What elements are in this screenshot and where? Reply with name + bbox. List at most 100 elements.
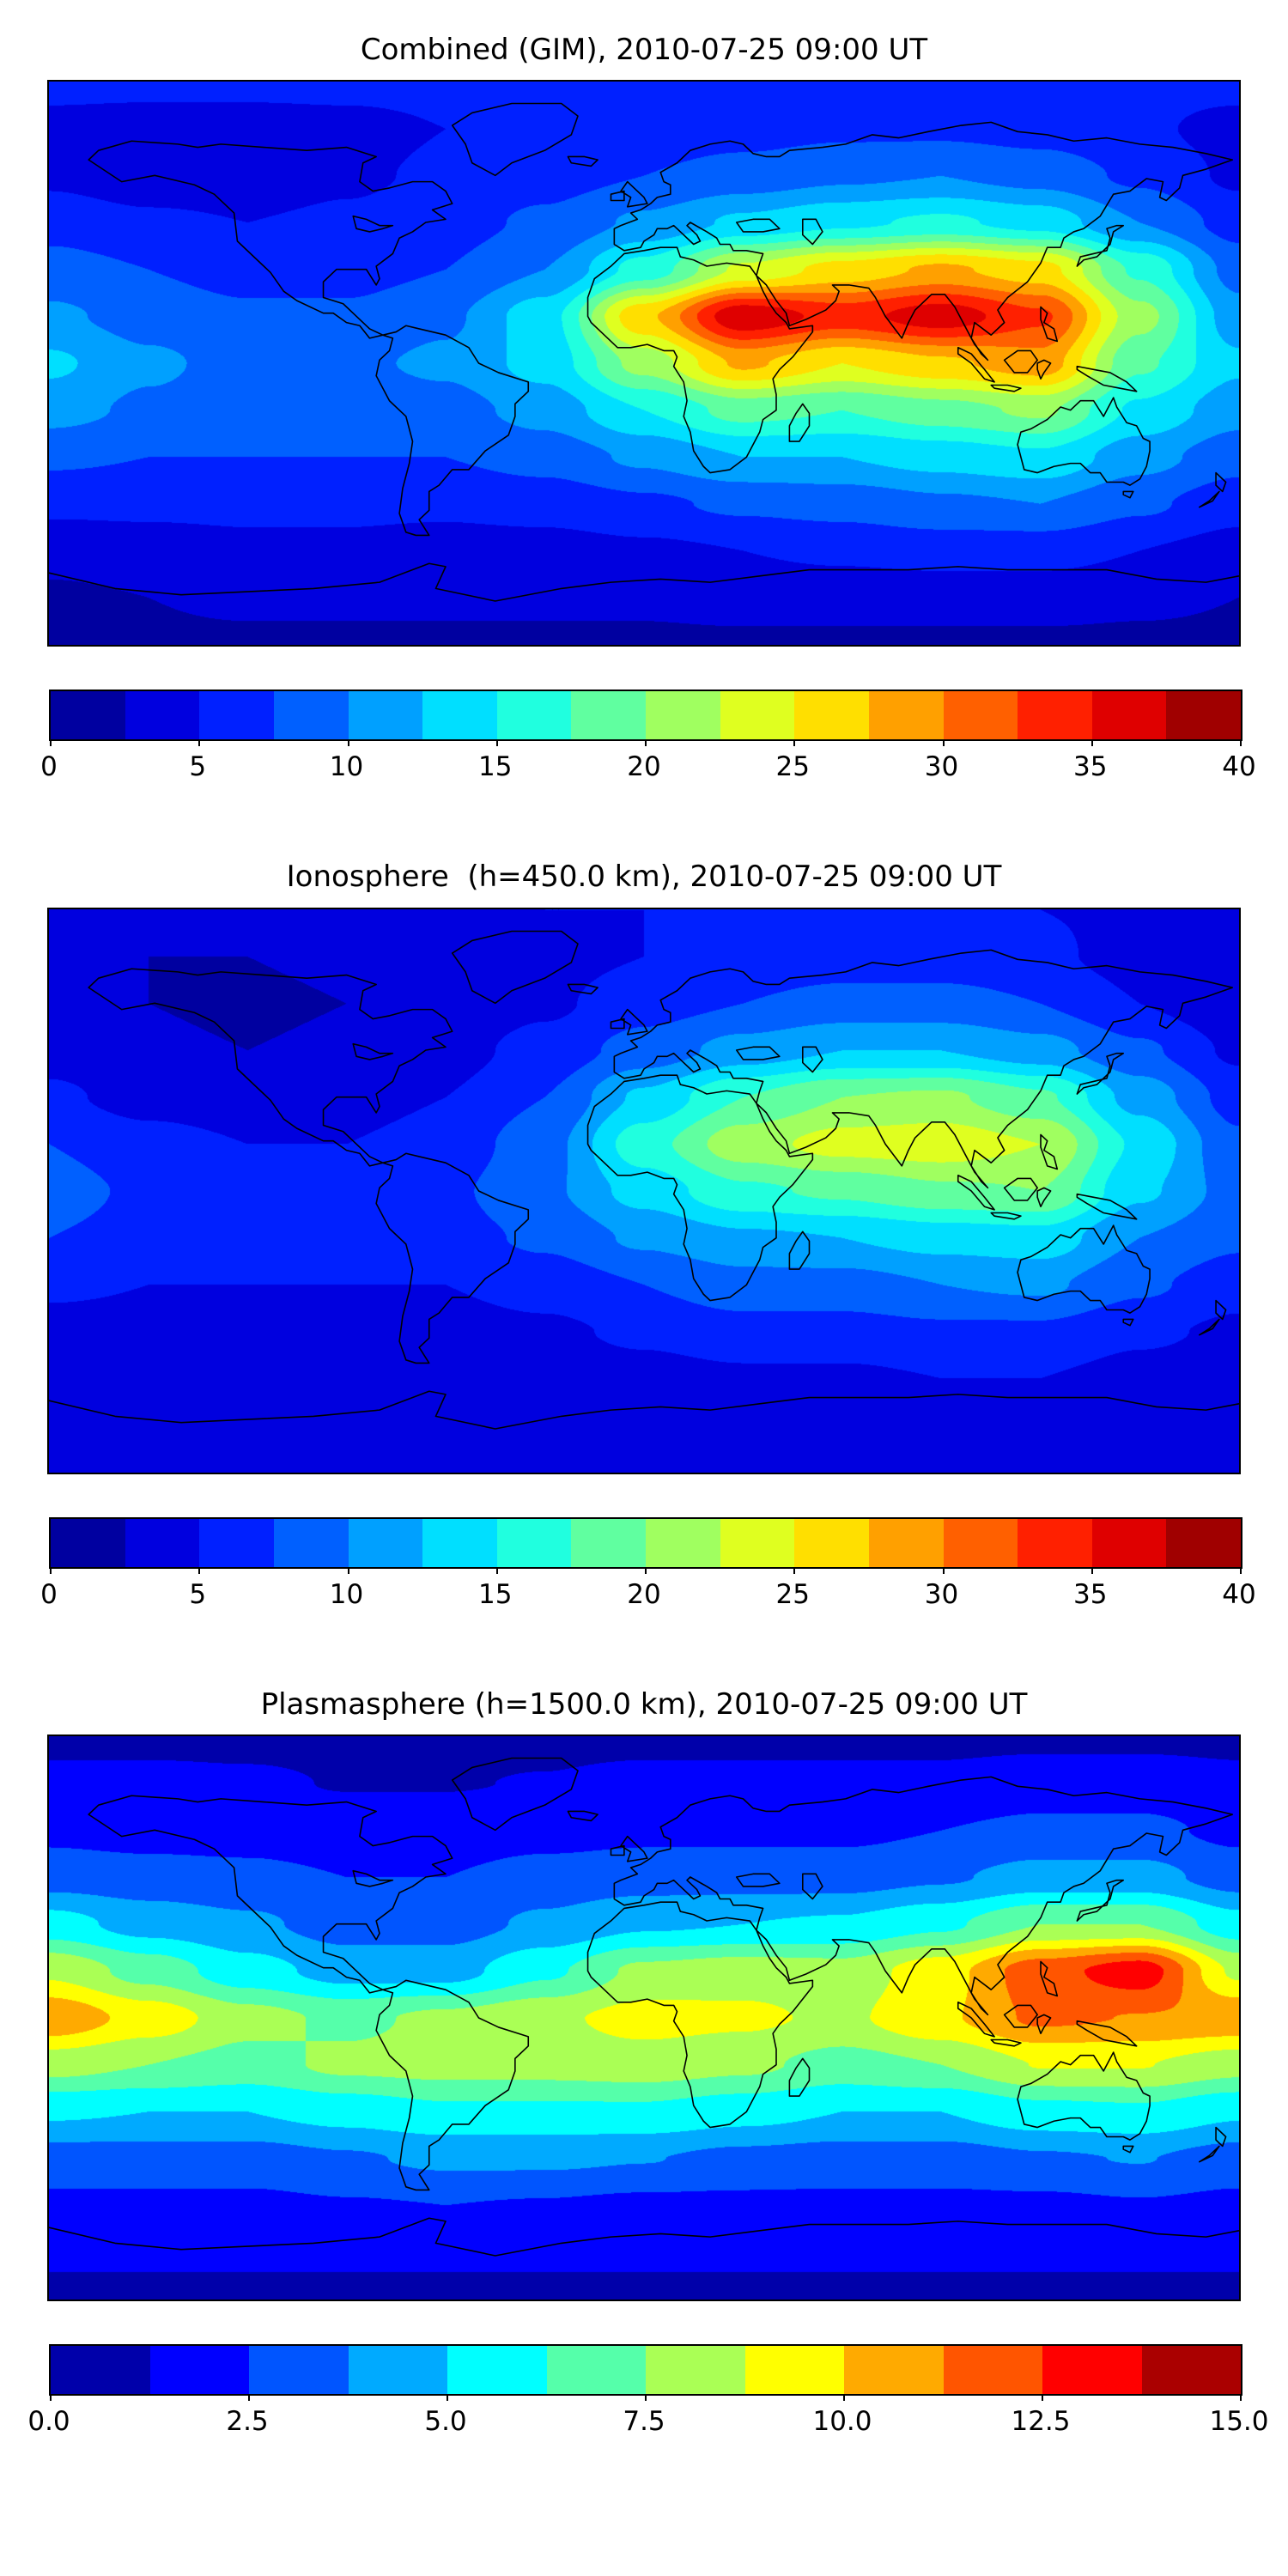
colorbar-ionosphere: 0 5 10 15 20 25 30 35 40 (40, 1516, 1256, 1612)
colorbar-swatch (1091, 691, 1167, 740)
colorbar-tick-label: 10 (329, 751, 364, 783)
colorbar-swatch (348, 2346, 447, 2395)
colorbar-tick-label: 0 (40, 751, 58, 783)
colorbar-swatch (125, 691, 200, 740)
colorbar-tick-mark (645, 2394, 647, 2402)
map-plasmasphere (47, 1735, 1241, 2302)
colorbar-swatch (646, 1518, 720, 1567)
colorbar-swatch (943, 691, 1018, 740)
colorbar-swatch (348, 1518, 423, 1567)
colorbar-swatch (422, 691, 497, 740)
colorbar-swatch (249, 2346, 349, 2395)
colorbar-tick-mark (198, 739, 201, 747)
colorbar-tick-mark (942, 739, 945, 747)
coastlines-overlay (49, 1736, 1239, 2300)
colorbar-tick-label: 15 (478, 751, 513, 783)
panel-plasmasphere: Plasmasphere (h=1500.0 km), 2010-07-25 0… (27, 1686, 1269, 2439)
colorbar-tick-label: 30 (924, 751, 959, 783)
colorbar-swatch (51, 1518, 125, 1567)
colorbar-tick-label: 12.5 (1011, 2406, 1071, 2438)
colorbar-tick-labels: 0 5 10 15 20 25 30 35 40 (40, 741, 1256, 784)
colorbar-swatch (794, 691, 869, 740)
colorbar-swatches (49, 690, 1242, 747)
colorbar-swatch (51, 2346, 150, 2395)
colorbar-swatch (720, 691, 795, 740)
map-combined (47, 80, 1241, 647)
colorbar-swatch (720, 1518, 795, 1567)
colorbar-swatches (49, 1516, 1242, 1574)
colorbar-tick-mark (447, 2394, 448, 2402)
colorbar-tick-label: 10 (329, 1578, 364, 1610)
colorbar-swatch (149, 2346, 249, 2395)
panel-title: Ionosphere (h=450.0 km), 2010-07-25 09:0… (286, 860, 1002, 895)
colorbar-tick-label: 7.5 (623, 2406, 665, 2438)
colorbar-tick-label: 40 (1222, 1578, 1256, 1610)
colorbar-tick-mark (248, 2394, 250, 2402)
colorbar-swatch (1091, 1518, 1167, 1567)
colorbar-tick-label: 15.0 (1209, 2406, 1269, 2438)
panel-title: Combined (GIM), 2010-07-25 09:00 UT (360, 33, 928, 67)
colorbar-swatch (1018, 1518, 1092, 1567)
colorbar-tick-mark (1240, 2394, 1242, 2402)
colorbar-tick-mark (198, 1566, 201, 1574)
colorbar-tick-label: 20 (627, 1578, 661, 1610)
colorbar-swatch (273, 1518, 349, 1567)
figure: Combined (GIM), 2010-07-25 09:00 UT 0 5 10… (27, 33, 1269, 2439)
coastlines-overlay (49, 909, 1239, 1473)
panel-combined-gim: Combined (GIM), 2010-07-25 09:00 UT 0 5 10… (40, 33, 1256, 784)
colorbar-swatch (273, 691, 349, 740)
colorbar-tick-mark (50, 2394, 52, 2402)
colorbar-swatch (1018, 691, 1092, 740)
colorbar-tick-label: 10.0 (812, 2406, 872, 2438)
heatmap-canvas (49, 82, 1239, 646)
colorbar-swatch (1042, 2346, 1142, 2395)
colorbar-tick-label: 0 (40, 1578, 58, 1610)
colorbar-tick-label: 2.5 (226, 2406, 269, 2438)
colorbar-tick-mark (1240, 739, 1242, 747)
colorbar-tick-mark (942, 1566, 945, 1574)
colorbar-tick-label: 40 (1222, 751, 1256, 783)
colorbar-combined: 0 5 10 15 20 25 30 35 40 (40, 690, 1256, 784)
colorbar-tick-label: 15 (478, 1578, 513, 1610)
colorbar-swatch (496, 691, 572, 740)
colorbar-swatch (868, 1518, 944, 1567)
colorbar-tick-mark (1042, 2394, 1043, 2402)
coastline-path (49, 104, 1239, 601)
colorbar-swatch (1166, 691, 1241, 740)
colorbar-tick-mark (793, 1566, 796, 1574)
colorbar-tick-label: 5 (189, 751, 207, 783)
colorbar-plasmasphere: 0.0 2.5 5.0 7.5 10.0 12.5 15.0 (27, 2344, 1269, 2439)
colorbar-tick-labels: 0.0 2.5 5.0 7.5 10.0 12.5 15.0 (27, 2396, 1268, 2439)
colorbar-swatch (496, 1518, 572, 1567)
colorbar-swatch (422, 1518, 497, 1567)
colorbar-tick-mark (347, 739, 349, 747)
colorbar-tick-label: 35 (1073, 1578, 1108, 1610)
colorbar-swatch (943, 2346, 1042, 2395)
colorbar-tick-label: 25 (775, 751, 810, 783)
colorbar-swatch (1141, 2346, 1241, 2395)
colorbar-swatch (943, 1518, 1018, 1567)
colorbar-swatch (348, 691, 423, 740)
coastline-path (49, 1759, 1239, 2256)
colorbar-tick-mark (50, 739, 52, 747)
colorbar-swatch (51, 691, 125, 740)
colorbar-tick-mark (495, 1566, 498, 1574)
colorbar-tick-mark (793, 739, 796, 747)
colorbar-tick-mark (1091, 1566, 1093, 1574)
colorbar-swatch (868, 691, 944, 740)
colorbar-swatch (546, 2346, 646, 2395)
colorbar-swatch (199, 1518, 274, 1567)
panel-title: Plasmasphere (h=1500.0 km), 2010-07-25 0… (260, 1686, 1028, 1722)
colorbar-tick-mark (1240, 1566, 1242, 1574)
colorbar-tick-label: 35 (1073, 751, 1108, 783)
colorbar-swatch (447, 2346, 547, 2395)
colorbar-tick-labels: 0 5 10 15 20 25 30 35 40 (40, 1569, 1256, 1612)
colorbar-swatch (571, 1518, 646, 1567)
colorbar-swatch (125, 1518, 200, 1567)
heatmap-canvas (49, 908, 1239, 1473)
colorbar-swatch (844, 2346, 944, 2395)
colorbar-tick-label: 30 (924, 1578, 959, 1610)
colorbar-tick-mark (347, 1566, 349, 1574)
heatmap-canvas (49, 1736, 1239, 2300)
colorbar-tick-label: 5.0 (424, 2406, 467, 2438)
